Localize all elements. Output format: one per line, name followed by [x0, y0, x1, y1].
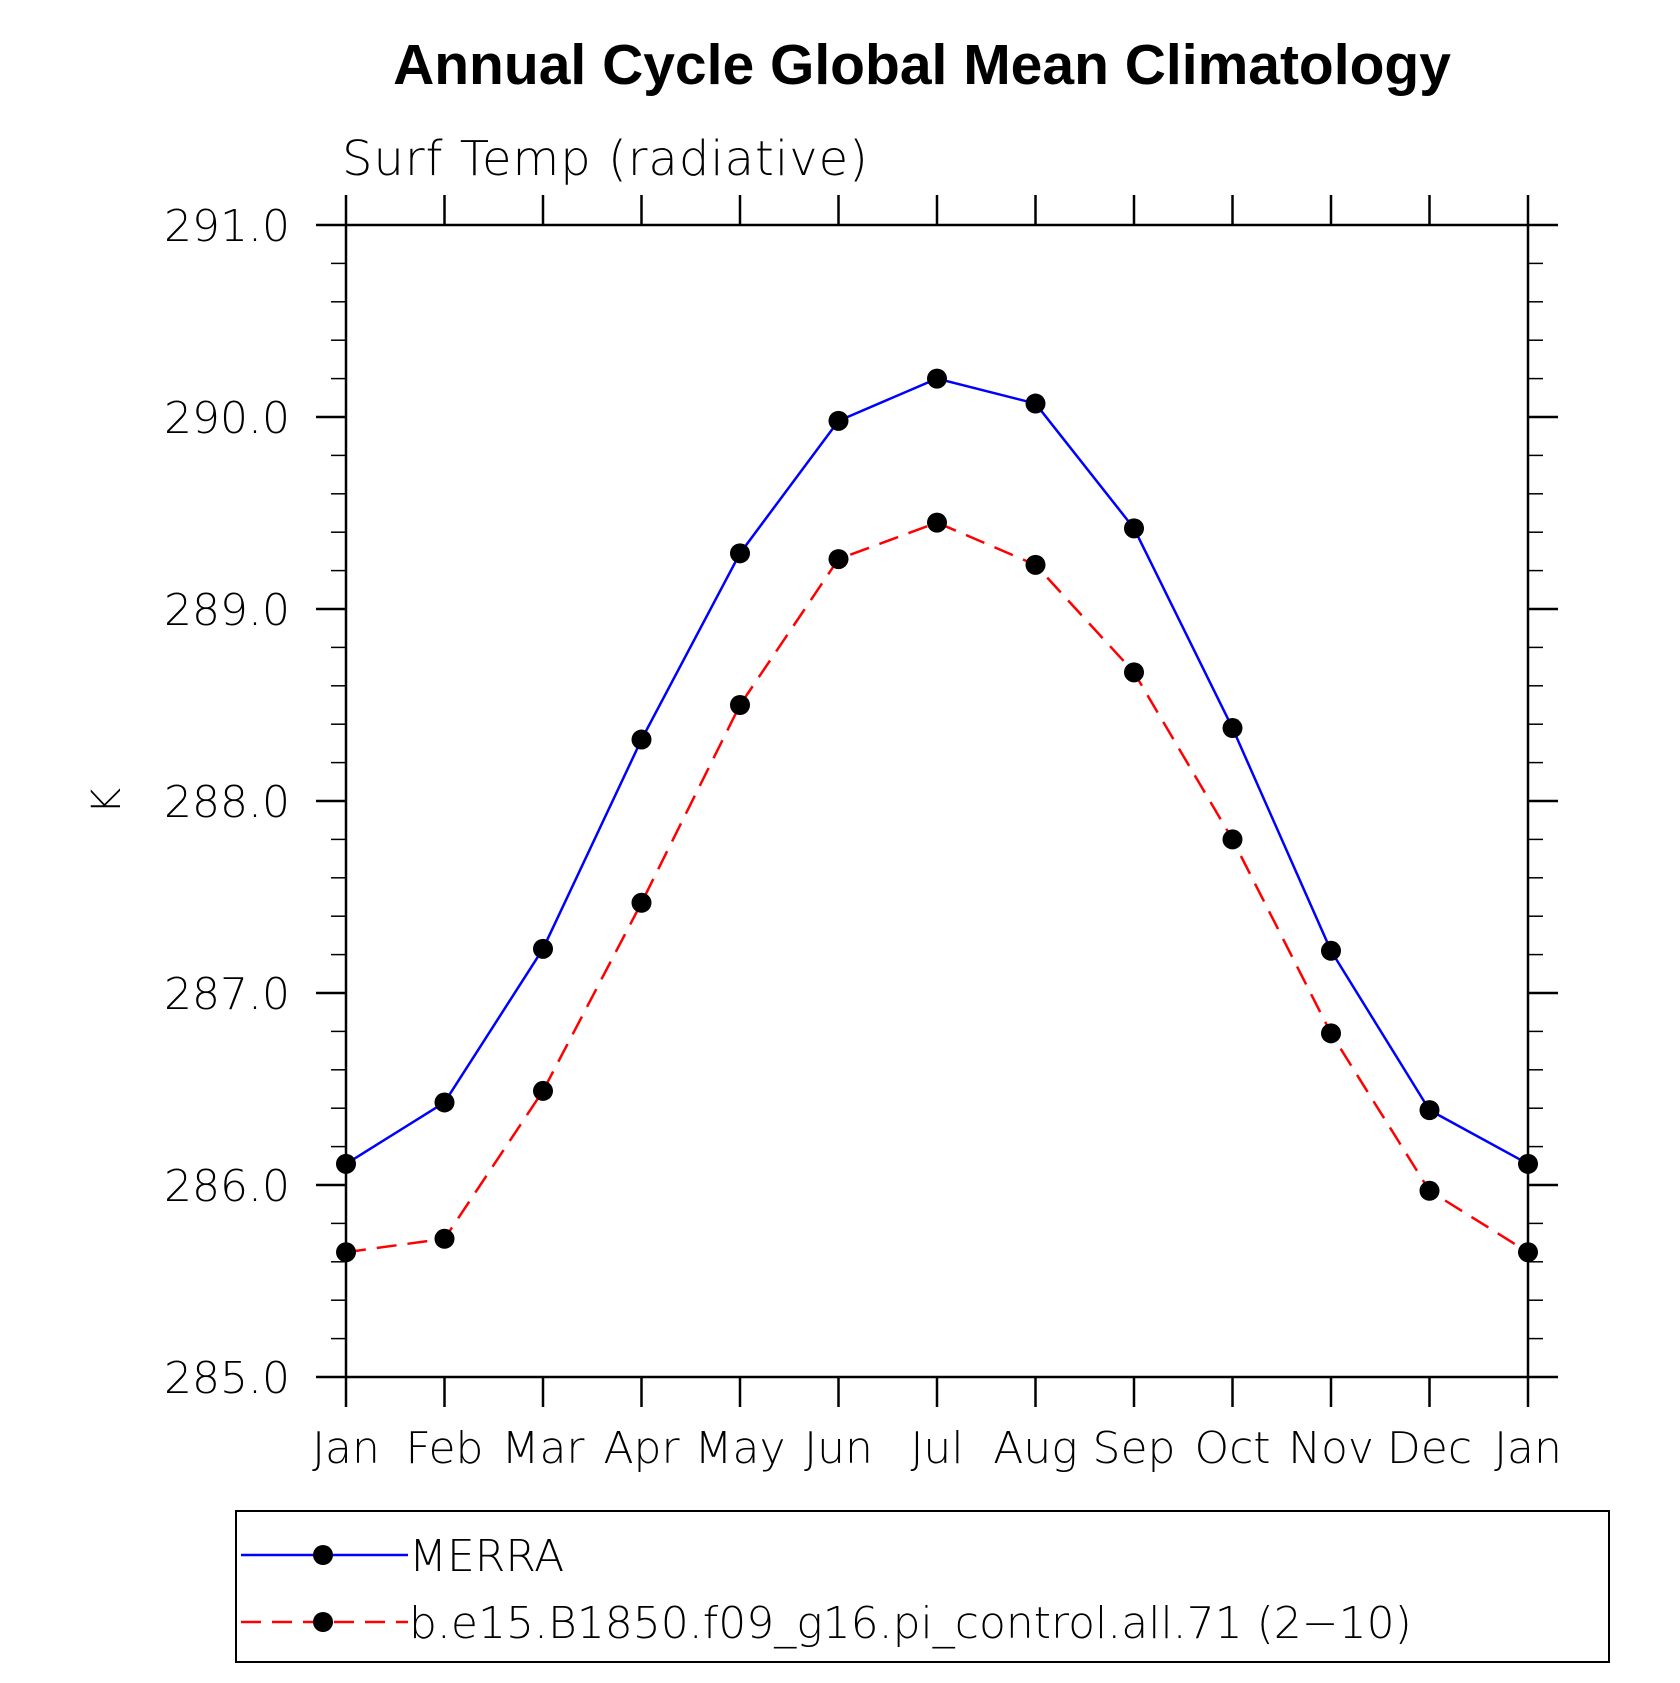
- series-1-point: [828, 549, 849, 570]
- y-tick-label: 286.0: [164, 1161, 290, 1212]
- series-1-point: [533, 1080, 553, 1101]
- series-1-point: [1518, 1242, 1538, 1263]
- legend: MERRA b.e15.B1850.f09_g16.pi_control.all…: [235, 1510, 1610, 1663]
- series-1-point: [1025, 554, 1046, 575]
- series-0-point: [1222, 718, 1243, 739]
- chart-title: Annual Cycle Global Mean Climatology: [393, 33, 1451, 97]
- series-0-point: [1025, 393, 1046, 414]
- x-axis: Jan Feb Mar Apr May Jun Jul Aug Sep Oct Nov Dec Jan: [312, 195, 1562, 1474]
- series-0-point: [1419, 1100, 1440, 1121]
- series-1-point: [730, 695, 750, 715]
- series-0-point: [730, 543, 750, 564]
- x-tick-label: Dec: [1387, 1423, 1472, 1474]
- chart-subtitle: Surf Temp (radiative): [342, 131, 869, 187]
- x-tick-label: Aug: [993, 1423, 1077, 1474]
- x-tick-label: Jan: [312, 1423, 380, 1474]
- series-layer: [336, 368, 1538, 1263]
- x-tick-label: Nov: [1288, 1423, 1374, 1474]
- y-tick-label: 287.0: [164, 969, 290, 1020]
- series-line-1: [345, 521, 1529, 1254]
- legend-marker-merra: [313, 1545, 333, 1565]
- series-line-0: [345, 377, 1529, 1165]
- legend-label-model: b.e15.B1850.f09_g16.pi_control.all.71 (2…: [409, 1598, 1412, 1649]
- legend-box: [235, 1510, 1610, 1663]
- series-1-point: [1419, 1180, 1440, 1201]
- x-tick-label: Jun: [804, 1423, 873, 1474]
- x-tick-label: May: [695, 1423, 786, 1474]
- x-tick-label: Apr: [603, 1423, 680, 1474]
- legend-item-model: b.e15.B1850.f09_g16.pi_control.all.71 (2…: [241, 1598, 1412, 1649]
- y-tick-label: 285.0: [164, 1353, 290, 1404]
- legend-label-merra: MERRA: [409, 1531, 564, 1582]
- y-tick-label: 289.0: [164, 585, 290, 636]
- plot-frame: [344, 223, 1530, 1379]
- series-0-point: [1321, 940, 1341, 961]
- series-1-point: [927, 512, 947, 533]
- series-1-point: [631, 892, 652, 913]
- series-1-point: [434, 1228, 455, 1249]
- y-axis-label: K: [84, 788, 130, 814]
- x-tick-label: Oct: [1194, 1423, 1270, 1474]
- series-1-point: [1124, 662, 1144, 683]
- series-0-point: [1518, 1153, 1538, 1174]
- y-tick-label: 288.0: [164, 777, 290, 828]
- legend-item-merra: MERRA: [241, 1531, 564, 1582]
- series-0-point: [927, 368, 947, 389]
- series-1-point: [336, 1242, 356, 1263]
- x-tick-label: Jul: [910, 1423, 963, 1474]
- y-tick-label: 290.0: [164, 393, 290, 444]
- x-tick-label: Feb: [406, 1423, 484, 1474]
- series-1-point: [1222, 829, 1243, 850]
- plot-border: [344, 223, 1530, 1379]
- series-0-point: [434, 1092, 455, 1113]
- x-tick-label: Sep: [1093, 1423, 1176, 1474]
- x-tick-label: Jan: [1494, 1423, 1562, 1474]
- series-0-point: [828, 410, 849, 431]
- legend-marker-model: [313, 1612, 333, 1632]
- y-tick-label: 291.0: [164, 201, 290, 252]
- series-0-point: [631, 729, 652, 750]
- series-1-point: [1321, 1023, 1341, 1044]
- series-0-point: [1124, 518, 1144, 539]
- y-axis: 285.0 286.0 287.0 288.0 289.0 290.0 291.0: [164, 201, 1558, 1404]
- x-tick-label: Mar: [501, 1423, 585, 1474]
- series-0-point: [336, 1153, 356, 1174]
- series-0-point: [533, 938, 553, 959]
